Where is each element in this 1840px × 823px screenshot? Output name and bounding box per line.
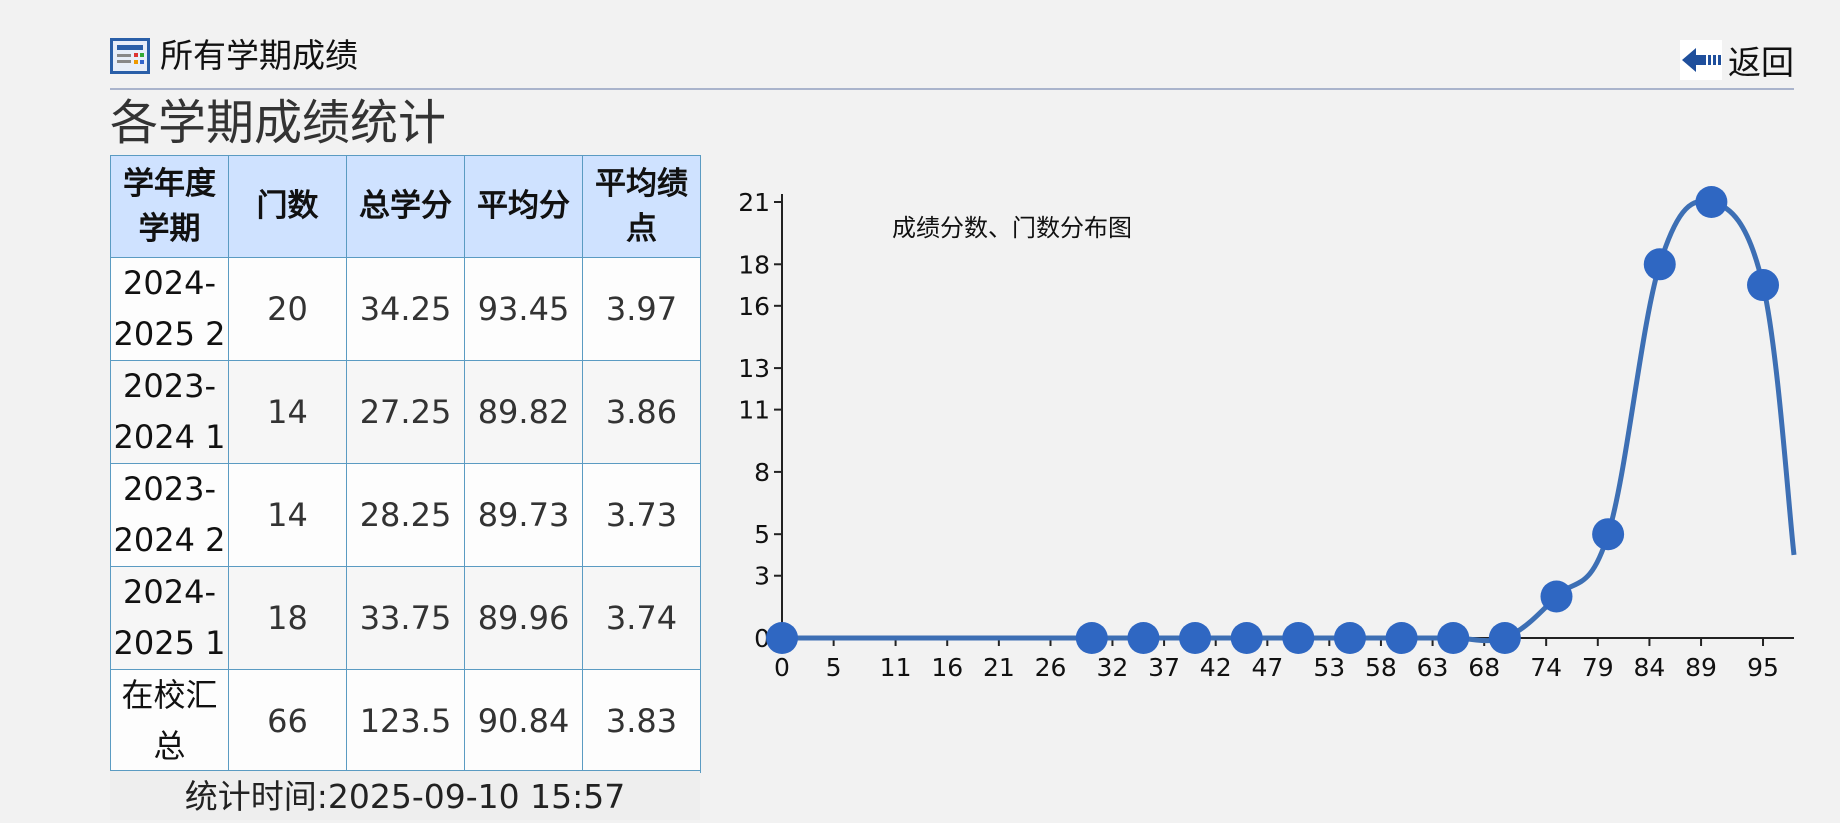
data-point	[1488, 622, 1521, 654]
table-row: 2023- 2024 1 14 27.25 89.82 3.86	[110, 360, 701, 464]
data-point	[1282, 622, 1315, 654]
avg-score-cell: 93.45	[464, 257, 583, 361]
x-tick-label: 21	[983, 653, 1015, 682]
x-tick-label: 58	[1365, 653, 1397, 682]
data-point	[1643, 248, 1676, 281]
table-row: 2024- 2025 2 20 34.25 93.45 3.97	[110, 257, 701, 361]
y-tick-label: 8	[754, 458, 770, 487]
y-tick-label: 3	[754, 562, 770, 591]
courses-cell: 66	[228, 669, 347, 773]
y-tick-label: 21	[738, 188, 770, 217]
data-point	[1333, 622, 1366, 654]
column-header: 学年度 学期	[110, 155, 229, 258]
x-tick-label: 74	[1530, 653, 1562, 682]
x-tick-label: 5	[826, 653, 842, 682]
y-tick-label: 11	[738, 396, 770, 425]
gpa-cell: 3.83	[582, 669, 701, 773]
data-point	[766, 622, 798, 654]
column-header: 门数	[228, 155, 347, 258]
gpa-cell: 3.97	[582, 257, 701, 361]
term-cell: 2023- 2024 1	[110, 360, 229, 464]
data-point	[1695, 186, 1728, 218]
page-header: 所有学期成绩 返回	[110, 30, 1794, 90]
back-button[interactable]: 返回	[1680, 40, 1794, 82]
data-point	[1437, 622, 1470, 654]
data-point	[1127, 622, 1160, 654]
series-line	[782, 198, 1797, 644]
avg-score-cell: 89.73	[464, 463, 583, 567]
data-point	[1075, 622, 1108, 654]
gpa-cell: 3.74	[582, 566, 701, 670]
courses-cell: 14	[228, 463, 347, 567]
credits-cell: 123.5	[346, 669, 465, 773]
data-point	[1747, 269, 1780, 302]
y-tick-label: 18	[738, 250, 770, 279]
x-tick-label: 26	[1035, 653, 1067, 682]
term-cell: 2024- 2025 2	[110, 257, 229, 361]
x-tick-label: 32	[1097, 653, 1129, 682]
x-tick-label: 47	[1251, 653, 1283, 682]
courses-cell: 14	[228, 360, 347, 464]
avg-score-cell: 89.96	[464, 566, 583, 670]
data-point	[1592, 518, 1625, 551]
gpa-cell: 3.86	[582, 360, 701, 464]
back-arrow-icon	[1680, 40, 1722, 80]
section-title: 各学期成绩统计	[110, 95, 447, 151]
x-tick-label: 84	[1634, 653, 1666, 682]
courses-cell: 18	[228, 566, 347, 670]
column-header: 平均绩 点	[582, 155, 701, 258]
term-cell: 2024- 2025 1	[110, 566, 229, 670]
data-point	[1230, 622, 1263, 654]
x-tick-label: 16	[931, 653, 963, 682]
x-tick-label: 68	[1468, 653, 1500, 682]
courses-cell: 20	[228, 257, 347, 361]
x-tick-label: 0	[774, 653, 790, 682]
table-row: 2023- 2024 2 14 28.25 89.73 3.73	[110, 463, 701, 567]
y-tick-label: 5	[754, 520, 770, 549]
term-cell: 在校汇 总	[110, 669, 229, 773]
column-header: 总学分	[346, 155, 465, 258]
credits-cell: 33.75	[346, 566, 465, 670]
page-title: 所有学期成绩	[160, 36, 358, 75]
x-tick-label: 42	[1200, 653, 1232, 682]
column-header: 平均分	[464, 155, 583, 258]
table-header-row: 学年度 学期 门数 总学分 平均分 平均绩 点	[110, 155, 701, 258]
data-point	[1179, 622, 1212, 654]
gpa-cell: 3.73	[582, 463, 701, 567]
x-tick-label: 37	[1148, 653, 1180, 682]
x-tick-label: 53	[1313, 653, 1345, 682]
back-label: 返回	[1728, 43, 1794, 82]
table-row: 在校汇 总 66 123.5 90.84 3.83	[110, 669, 701, 773]
avg-score-cell: 89.82	[464, 360, 583, 464]
term-cell: 2023- 2024 2	[110, 463, 229, 567]
semester-stats-table: 学年度 学期 门数 总学分 平均分 平均绩 点 2024- 2025 2 20 …	[110, 155, 701, 773]
y-tick-label: 0	[754, 624, 770, 653]
stats-timestamp: 统计时间:2025-09-10 15:57	[110, 770, 700, 820]
data-point	[1385, 622, 1418, 654]
avg-score-cell: 90.84	[464, 669, 583, 773]
table-row: 2024- 2025 1 18 33.75 89.96 3.74	[110, 566, 701, 670]
credits-cell: 34.25	[346, 257, 465, 361]
report-icon	[110, 38, 150, 74]
credits-cell: 28.25	[346, 463, 465, 567]
x-tick-label: 89	[1685, 653, 1717, 682]
data-point	[1540, 580, 1573, 613]
chart-title: 成绩分数、门数分布图	[892, 214, 1132, 242]
x-tick-label: 79	[1582, 653, 1614, 682]
x-tick-label: 95	[1747, 653, 1779, 682]
x-tick-label: 63	[1417, 653, 1449, 682]
x-tick-label: 11	[880, 653, 912, 682]
y-tick-label: 13	[738, 354, 770, 383]
y-tick-label: 16	[738, 292, 770, 321]
credits-cell: 27.25	[346, 360, 465, 464]
